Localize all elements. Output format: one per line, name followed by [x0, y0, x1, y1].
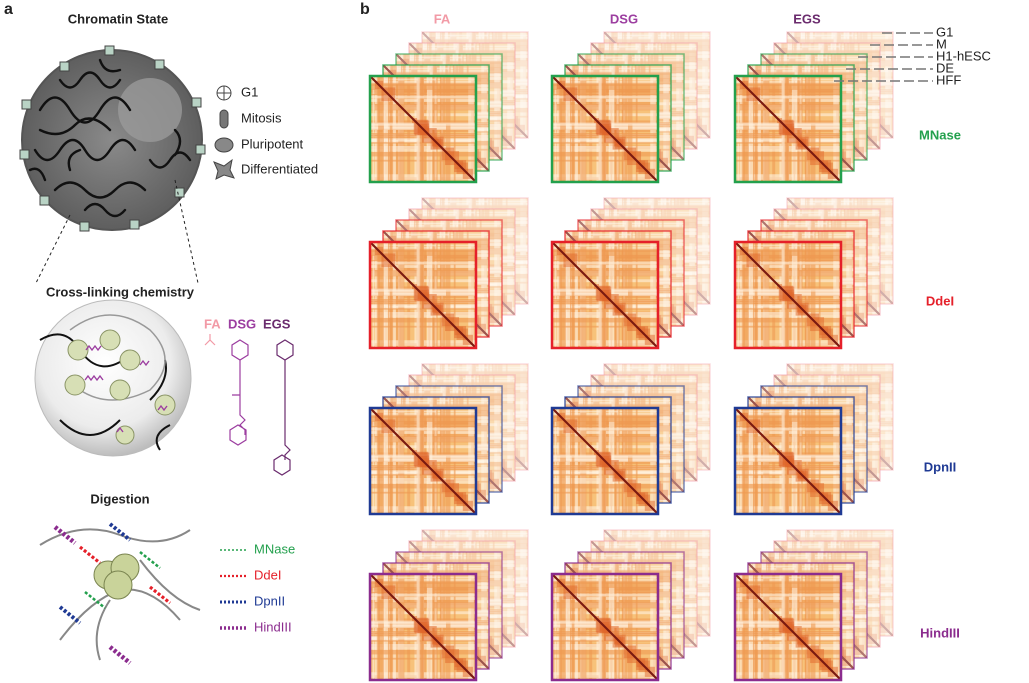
heatmap [370, 242, 476, 348]
heatmap-border [550, 572, 660, 682]
reagent-label: DSG [228, 316, 256, 331]
digestion-sketch [39, 528, 201, 661]
heatmap-border [550, 74, 660, 184]
nucleus [19, 45, 206, 232]
cut-mark [58, 605, 82, 625]
heatmap-border [368, 74, 478, 184]
heatmap [370, 408, 476, 514]
zoom-lines [35, 179, 199, 284]
legend-label: DdeI [254, 567, 281, 582]
legend-label: DE [936, 60, 954, 75]
heatmap-stack [733, 363, 894, 516]
reagent-label: EGS [263, 316, 291, 331]
heatmap-border [550, 406, 660, 516]
legend-label: M [936, 36, 947, 51]
heatmap-border [733, 240, 843, 350]
heatmap [735, 76, 841, 182]
column-header: DSG [610, 11, 638, 26]
heatmap-border [733, 74, 843, 184]
legend-label: G1 [241, 84, 258, 99]
row-label: MNase [919, 127, 961, 142]
heatmap-stack [733, 529, 894, 682]
row-label: HindIII [920, 625, 960, 640]
cut-mark [79, 545, 101, 565]
heatmap-border [733, 406, 843, 516]
row-label: DpnII [924, 459, 957, 474]
heatmap-border [733, 572, 843, 682]
legend-label: Pluripotent [241, 136, 304, 151]
reagent-structures [204, 334, 294, 476]
heatmap-stack [368, 31, 529, 184]
column-header: FA [434, 11, 451, 26]
legend-label: G1 [936, 24, 953, 39]
legend-label: H1-hESC [936, 48, 991, 63]
heatmap [370, 76, 476, 182]
heatmap [552, 242, 658, 348]
heatmap-stack [733, 31, 894, 184]
heatmap [552, 408, 658, 514]
heatmap-stack [550, 363, 711, 516]
legend-label: MNase [254, 541, 295, 556]
heatmap-border [368, 240, 478, 350]
heatmap [370, 574, 476, 680]
crosslink-sphere [34, 299, 192, 457]
panel-label: a [4, 1, 13, 18]
reagent-label: FA [204, 316, 221, 331]
cut-mark [84, 591, 106, 609]
heatmap-stack [550, 31, 711, 184]
cut-mark [149, 585, 171, 605]
section-title: Chromatin State [68, 11, 168, 26]
heatmap [735, 574, 841, 680]
legend-label: HindIII [254, 619, 292, 634]
heatmap-stack [368, 197, 529, 350]
section-title: Cross-linking chemistry [46, 284, 195, 299]
panel-label: b [360, 1, 370, 18]
state-icons [213, 85, 235, 180]
section-title: Digestion [90, 491, 149, 506]
row-label: DdeI [926, 293, 954, 308]
heatmap [735, 408, 841, 514]
legend-label: HFF [936, 72, 961, 87]
cut-mark [108, 522, 132, 542]
heatmap [552, 574, 658, 680]
heatmap-stack [550, 529, 711, 682]
cut-mark [108, 645, 132, 665]
cut-mark [139, 551, 161, 569]
column-header: EGS [793, 11, 821, 26]
heatmap-border [368, 572, 478, 682]
heatmap-stack [733, 197, 894, 350]
heatmap-border [368, 406, 478, 516]
heatmap-stack [368, 363, 529, 516]
heatmap [735, 242, 841, 348]
legend-label: Differentiated [241, 161, 318, 176]
cut-mark [53, 525, 77, 545]
heatmap-stack [550, 197, 711, 350]
heatmap [552, 76, 658, 182]
legend-label: Mitosis [241, 110, 282, 125]
legend-label: DpnII [254, 593, 285, 608]
heatmap-border [550, 240, 660, 350]
heatmap-stack [368, 529, 529, 682]
